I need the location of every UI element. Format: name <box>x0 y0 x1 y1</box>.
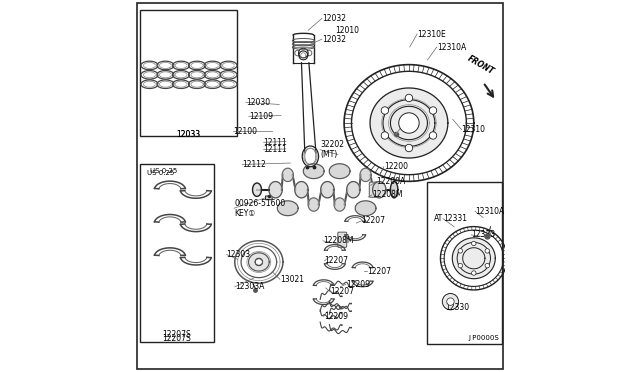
Text: 12303A: 12303A <box>235 282 264 291</box>
Text: 12310A: 12310A <box>436 42 466 51</box>
Polygon shape <box>390 182 398 198</box>
Circle shape <box>458 263 463 268</box>
FancyBboxPatch shape <box>266 196 272 200</box>
Circle shape <box>429 132 436 139</box>
Text: 12010: 12010 <box>335 26 359 35</box>
Text: 12207S: 12207S <box>162 330 191 340</box>
Text: 12207: 12207 <box>330 287 355 296</box>
Text: US 0.25: US 0.25 <box>150 168 177 174</box>
Bar <box>140 10 237 136</box>
Circle shape <box>472 241 476 246</box>
Text: 12333: 12333 <box>471 230 495 240</box>
Bar <box>428 182 502 343</box>
Text: 12208M: 12208M <box>372 190 403 199</box>
Polygon shape <box>248 253 269 271</box>
Circle shape <box>429 107 436 114</box>
Circle shape <box>405 94 413 102</box>
Text: 12030: 12030 <box>246 98 270 107</box>
Polygon shape <box>360 168 371 182</box>
Polygon shape <box>329 164 350 179</box>
Polygon shape <box>282 168 293 182</box>
Polygon shape <box>452 238 495 279</box>
Text: 12100: 12100 <box>233 126 257 136</box>
Polygon shape <box>253 183 262 196</box>
Text: 12200: 12200 <box>384 162 408 171</box>
Polygon shape <box>334 198 345 211</box>
Text: 12310A: 12310A <box>475 207 504 216</box>
Text: 12208M: 12208M <box>323 236 353 246</box>
Text: AT: AT <box>434 214 444 223</box>
Circle shape <box>399 113 419 133</box>
Polygon shape <box>355 201 376 216</box>
Text: 12209: 12209 <box>324 312 348 321</box>
FancyBboxPatch shape <box>369 182 378 197</box>
Text: 12033: 12033 <box>177 130 200 140</box>
Text: 12032: 12032 <box>322 14 346 23</box>
Circle shape <box>442 294 459 310</box>
Text: 12310E: 12310E <box>417 29 446 39</box>
Text: 12310: 12310 <box>461 125 486 134</box>
Circle shape <box>298 48 308 58</box>
Polygon shape <box>308 198 319 211</box>
Circle shape <box>472 271 476 275</box>
Text: FRONT: FRONT <box>467 54 496 77</box>
Text: 12032: 12032 <box>322 35 346 44</box>
Text: 00926-51600
KEY①: 00926-51600 KEY① <box>234 199 285 218</box>
FancyBboxPatch shape <box>338 232 347 247</box>
Circle shape <box>405 144 413 152</box>
Text: 12207: 12207 <box>362 217 385 225</box>
Text: 12112: 12112 <box>242 160 266 169</box>
Text: 12207: 12207 <box>367 267 392 276</box>
Polygon shape <box>295 182 308 198</box>
Circle shape <box>381 107 388 114</box>
Circle shape <box>381 132 388 139</box>
Text: 12303: 12303 <box>227 250 251 259</box>
Text: 32202
(MT): 32202 (MT) <box>320 140 344 159</box>
Text: 12109: 12109 <box>249 112 273 121</box>
Text: 12331: 12331 <box>443 214 467 223</box>
Circle shape <box>458 248 463 253</box>
Polygon shape <box>370 88 448 158</box>
Text: J P0000S: J P0000S <box>468 335 499 341</box>
Text: US 0.25: US 0.25 <box>147 170 174 176</box>
Text: 13021: 13021 <box>280 275 304 284</box>
Text: 12207: 12207 <box>324 256 348 265</box>
Circle shape <box>485 263 490 268</box>
Polygon shape <box>321 182 334 198</box>
Polygon shape <box>277 201 298 216</box>
Bar <box>140 164 214 341</box>
Polygon shape <box>372 182 386 198</box>
Polygon shape <box>269 182 282 198</box>
Polygon shape <box>347 182 360 198</box>
Circle shape <box>485 248 490 253</box>
Text: 12111: 12111 <box>264 138 287 147</box>
Text: 12111: 12111 <box>264 145 287 154</box>
Circle shape <box>255 258 262 266</box>
Polygon shape <box>303 164 324 179</box>
Text: 12033: 12033 <box>177 131 200 140</box>
Text: 12330: 12330 <box>445 303 469 312</box>
Text: 12200A: 12200A <box>376 177 406 186</box>
Text: 12207S: 12207S <box>162 334 191 343</box>
Circle shape <box>447 298 454 305</box>
Text: 12209: 12209 <box>346 280 370 289</box>
